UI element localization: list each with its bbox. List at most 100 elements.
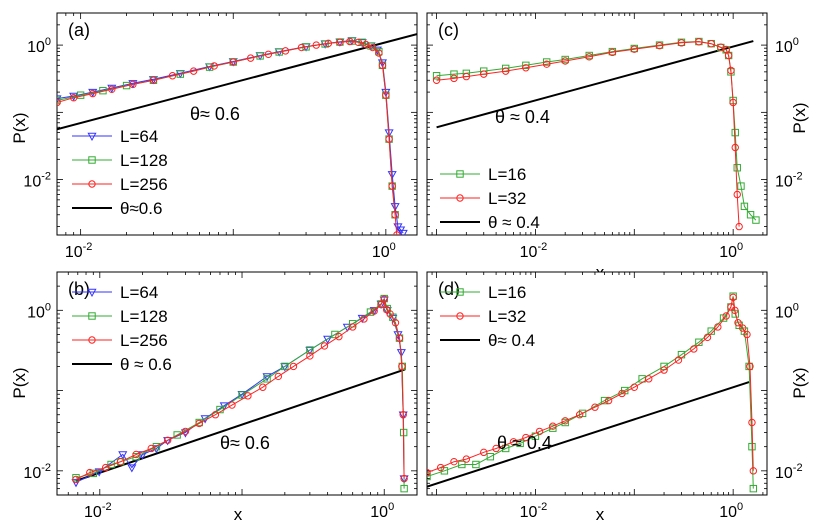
exponent-annotation: θ≈ 0.6 — [190, 104, 240, 124]
x-tick-label: 10-2 — [520, 501, 548, 521]
x-tick-label: 10-2 — [520, 241, 548, 261]
panel-label: (d) — [438, 279, 460, 299]
data-point — [486, 453, 495, 461]
x-axis-label: x — [234, 505, 243, 524]
data-point — [585, 53, 593, 61]
data-point — [436, 463, 445, 472]
y-tick-label: 100 — [775, 301, 799, 321]
data-point — [462, 455, 471, 463]
legend-label: θ≈ 0.4 — [488, 331, 535, 350]
data-point — [462, 72, 471, 81]
data-point — [375, 49, 383, 57]
data-point — [450, 457, 458, 466]
data-point — [752, 216, 760, 224]
legend-label: L=32 — [488, 189, 526, 208]
data-point — [244, 392, 252, 400]
data-point — [674, 356, 683, 364]
data-point — [432, 76, 441, 84]
data-point — [281, 362, 289, 371]
x-tick-label: 100 — [370, 501, 394, 521]
data-point — [57, 96, 61, 105]
data-point — [655, 41, 664, 50]
data-point — [737, 182, 745, 190]
data-point — [432, 72, 441, 80]
legend-marker — [87, 132, 97, 142]
data-point — [386, 310, 394, 318]
data-point — [591, 403, 599, 411]
data-point — [320, 342, 329, 350]
data-point — [690, 345, 698, 353]
plot-data — [432, 37, 760, 231]
data-point — [380, 295, 388, 303]
plot-area — [426, 271, 768, 496]
data-point — [398, 362, 406, 371]
data-point — [229, 58, 237, 66]
data-point — [297, 43, 306, 52]
exponent-annotation: θ≈ 0.6 — [220, 433, 270, 453]
data-point — [739, 324, 747, 332]
legend-label: L=64 — [120, 283, 158, 302]
data-point — [608, 48, 617, 57]
data-point — [707, 39, 715, 48]
data-point — [733, 190, 741, 199]
x-axis-label: x — [596, 505, 605, 524]
data-point — [132, 450, 140, 459]
data-point — [264, 50, 273, 58]
legend: L=64 L=128 L=256 θ≈0.6 — [72, 127, 168, 218]
data-point — [480, 70, 488, 78]
data-point — [72, 475, 80, 484]
legend-label: θ ≈ 0.6 — [120, 355, 172, 374]
data-point — [733, 164, 741, 172]
data-point — [195, 419, 203, 428]
data-point — [427, 472, 431, 481]
data-point — [735, 222, 743, 231]
data-point — [377, 300, 385, 309]
data-point — [387, 171, 397, 180]
data-point — [263, 375, 271, 383]
data-point — [127, 464, 137, 473]
data-point — [289, 362, 298, 371]
legend-label: L=16 — [488, 283, 526, 302]
series-line — [75, 297, 405, 480]
data-point — [722, 45, 730, 54]
data-point — [384, 129, 394, 138]
data-point — [743, 330, 751, 339]
ticks — [426, 271, 767, 496]
data-point — [132, 453, 140, 461]
data-point — [450, 74, 458, 83]
data-point — [748, 442, 756, 451]
data-point — [458, 460, 466, 469]
data-point — [660, 366, 668, 374]
data-point — [89, 89, 97, 98]
data-point — [472, 460, 480, 469]
data-point — [543, 60, 551, 68]
data-point — [630, 383, 638, 391]
data-point — [604, 396, 613, 405]
legend-marker — [88, 156, 96, 164]
legend-marker — [456, 194, 464, 202]
data-point — [259, 383, 267, 391]
data-point — [378, 61, 387, 70]
x-tick-label: 100 — [719, 501, 743, 521]
exponent-annotation: θ ≈ 0.4 — [497, 433, 552, 453]
data-point — [734, 319, 742, 327]
data-point — [362, 40, 370, 49]
panel-a: 10-2 100 10-2 100 (a) θ≈ 0.6 L=64 L=128 L=256 θ≈0… — [10, 12, 418, 261]
legend-label: L=256 — [120, 175, 168, 194]
series-line — [436, 41, 740, 227]
y-tick-label: 100 — [27, 36, 51, 56]
legend-label: L=128 — [120, 307, 168, 326]
legend-label: θ≈0.6 — [120, 199, 162, 218]
data-point — [396, 349, 406, 358]
y-axis-label: P(x) — [10, 112, 29, 143]
plot-data — [71, 294, 409, 493]
data-point — [382, 91, 390, 99]
legend-marker — [88, 180, 96, 188]
data-point — [724, 51, 733, 60]
legend-marker — [88, 312, 96, 320]
legend: L=64 L=128 L=256 θ ≈ 0.6 — [72, 283, 172, 374]
data-point — [210, 62, 218, 70]
y-axis-label: P(x) — [790, 367, 809, 398]
y-tick-label: 100 — [27, 301, 51, 321]
